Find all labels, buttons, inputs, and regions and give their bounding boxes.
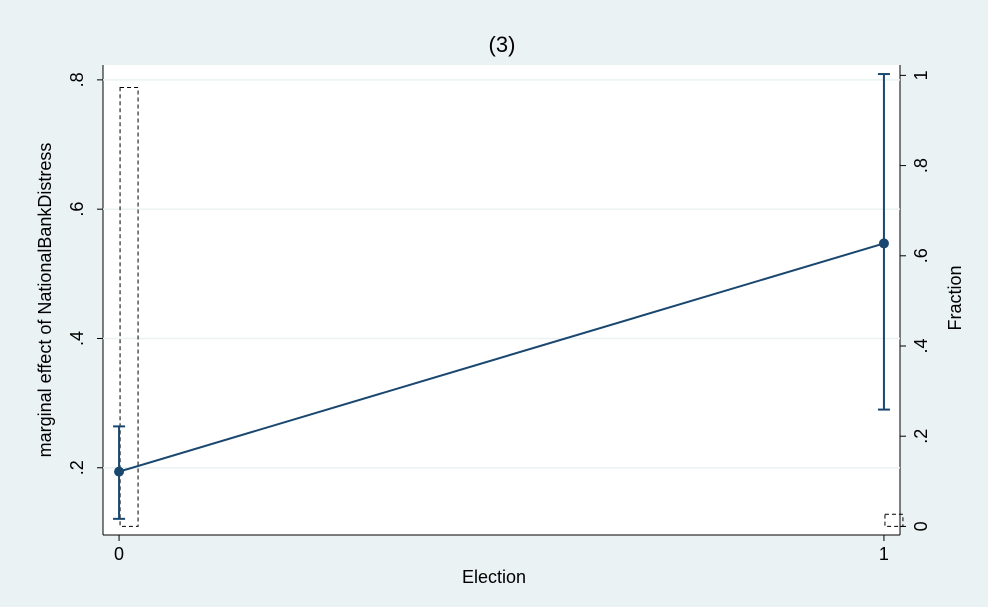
y2-tick-label: .2 [911,429,931,444]
histogram-bar [884,513,904,527]
y-tick-label: .2 [67,460,87,475]
y-tick-label: .8 [67,72,87,87]
histogram-bar [119,87,139,527]
y2-tick-label: 1 [911,70,931,80]
plot-area [103,65,900,535]
point [114,466,125,477]
y-axis-title: marginal effect of NationalBankDistress [35,143,55,458]
y2-tick-label: .8 [911,158,931,173]
y-tick-label: .4 [67,331,87,346]
y-tick-label: .6 [67,202,87,217]
x-tick-label: 0 [114,544,124,564]
y2-tick-label: .4 [911,338,931,353]
x-tick-label: 1 [879,544,889,564]
point [878,238,889,249]
y2-axis-title: Fraction [945,265,965,330]
chart-title: (3) [489,32,516,57]
y2-tick-label: .6 [911,248,931,263]
y2-tick-label: 0 [911,521,931,531]
x-axis-title: Election [462,567,526,587]
line [118,242,885,473]
